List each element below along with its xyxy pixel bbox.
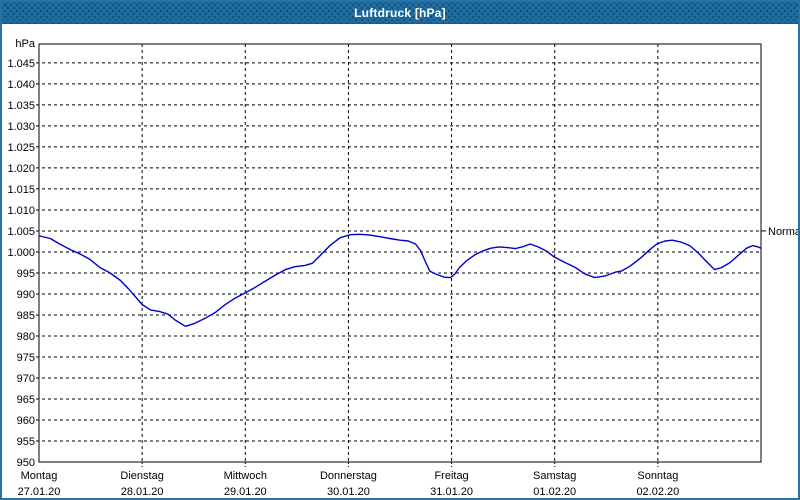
y-tick-label: 950 xyxy=(17,457,35,469)
y-tick-label: 965 xyxy=(17,394,35,406)
x-date-label: 31.01.20 xyxy=(430,486,473,498)
y-tick-label: 1.015 xyxy=(7,184,35,196)
y-gridlines xyxy=(36,62,761,442)
y-tick-label: 1.045 xyxy=(7,58,35,70)
y-tick-label: 1.005 xyxy=(7,226,35,238)
y-tick-label: 1.000 xyxy=(7,247,35,259)
y-axis-labels: 1.045 1.040 1.035 1.030 1.025 1.020 1.015 1.010… xyxy=(7,58,35,469)
y-tick-label: 985 xyxy=(17,310,35,322)
x-gridlines xyxy=(141,44,659,462)
window-title: Luftdruck [hPa] xyxy=(354,5,446,20)
x-date-label: 28.01.20 xyxy=(121,486,164,498)
x-date-label: 02.02.20 xyxy=(636,486,679,498)
y-tick-label: 995 xyxy=(17,268,35,280)
x-date-label: 30.01.20 xyxy=(327,486,370,498)
normal-reference: Normal xyxy=(761,226,798,238)
plot-border xyxy=(38,43,762,463)
y-axis-unit-label: hPa xyxy=(15,38,35,50)
y-tick-label: 1.040 xyxy=(7,79,35,91)
x-day-label: Donnerstag xyxy=(320,470,377,482)
title-bar[interactable]: Luftdruck [hPa] xyxy=(2,2,798,24)
x-date-label: 29.01.20 xyxy=(224,486,267,498)
pressure-line xyxy=(39,233,762,327)
y-tick-label: 990 xyxy=(17,289,35,301)
x-day-label: Freitag xyxy=(434,470,468,482)
pressure-chart: 1.045 1.040 1.035 1.030 1.025 1.020 1.015 1.010… xyxy=(7,38,798,498)
y-tick-label: 970 xyxy=(17,373,35,385)
normal-label: Normal xyxy=(768,226,798,238)
x-day-label: Dienstag xyxy=(120,470,163,482)
x-axis-labels: Montag 27.01.20 Dienstag 28.01.20 Mittwoch 29… xyxy=(18,462,679,498)
x-day-label: Montag xyxy=(21,470,58,482)
x-day-label: Samstag xyxy=(533,470,576,482)
y-tick-label: 955 xyxy=(17,436,35,448)
chart-area: 1.045 1.040 1.035 1.030 1.025 1.020 1.015 1.010… xyxy=(2,24,798,498)
y-tick-label: 1.030 xyxy=(7,121,35,133)
y-tick-label: 980 xyxy=(17,331,35,343)
y-tick-label: 1.010 xyxy=(7,205,35,217)
y-tick-label: 960 xyxy=(17,415,35,427)
x-day-label: Mittwoch xyxy=(224,470,267,482)
x-day-label: Sonntag xyxy=(637,470,678,482)
y-tick-label: 975 xyxy=(17,352,35,364)
x-date-label: 27.01.20 xyxy=(18,486,61,498)
y-tick-label: 1.020 xyxy=(7,163,35,175)
y-tick-label: 1.025 xyxy=(7,142,35,154)
y-tick-label: 1.035 xyxy=(7,100,35,112)
x-date-label: 01.02.20 xyxy=(533,486,576,498)
